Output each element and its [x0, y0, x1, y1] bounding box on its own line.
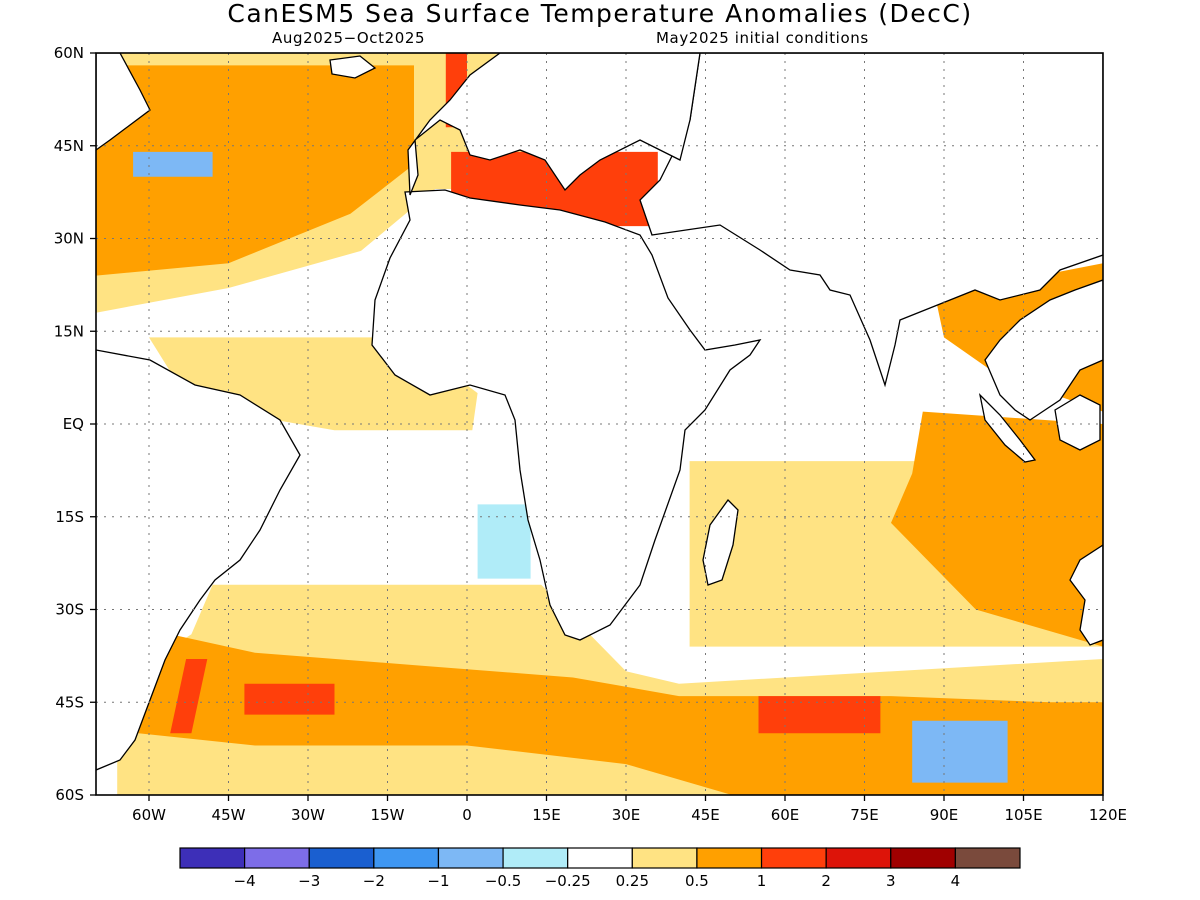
lon-label-60E: 60E	[771, 806, 800, 824]
colorbar-label-9: 2	[821, 872, 831, 890]
colorbar-label-1: −3	[298, 872, 320, 890]
lon-label-30E: 30E	[612, 806, 641, 824]
lon-label-0: 0	[462, 806, 472, 824]
colorbar-swatch-3	[373, 847, 440, 869]
lon-label-45E: 45E	[691, 806, 720, 824]
indochina-land	[984, 279, 1103, 421]
madagascar-land	[702, 498, 739, 586]
lat-label-45S: 45S	[55, 693, 84, 711]
lon-label-90E: 90E	[930, 806, 959, 824]
colorbar-label-3: −1	[427, 872, 449, 890]
colorbar-swatch-5	[502, 847, 569, 869]
lat-label-15N: 15N	[54, 322, 84, 340]
colorbar-label-4: −0.5	[485, 872, 521, 890]
lon-label-120E: 120E	[1089, 806, 1127, 824]
anomaly-region-12	[477, 504, 531, 579]
colorbar-swatch-12	[954, 847, 1021, 869]
colorbar-swatch-8	[696, 847, 763, 869]
africa-land	[371, 189, 762, 641]
lon-label-60W: 60W	[132, 806, 166, 824]
europe-land	[407, 53, 701, 196]
colorbar-label-10: 3	[886, 872, 896, 890]
valid-period: Aug2025−Oct2025	[272, 29, 426, 47]
lat-label-30N: 30N	[54, 230, 84, 248]
anomaly-region-8	[758, 696, 881, 734]
colorbar-swatch-11	[890, 847, 956, 869]
land-mask	[96, 53, 1103, 771]
colorbar-label-11: 4	[951, 872, 961, 890]
lon-label-15E: 15E	[532, 806, 561, 824]
sumatra-land	[978, 393, 1037, 463]
lat-label-30S: 30S	[55, 601, 84, 619]
anomaly-region-1	[96, 65, 414, 276]
anomaly-region-5	[138, 634, 1103, 795]
lon-label-105E: 105E	[1004, 806, 1042, 824]
colorbar-swatch-9	[760, 847, 827, 869]
lat-label-EQ: EQ	[63, 415, 84, 433]
iceland-land	[329, 55, 377, 79]
colorbar-swatch-10	[825, 847, 892, 869]
colorbar-swatch-7	[631, 847, 698, 869]
longitude-labels: 60W 45W 30W 15W 0 15E 30E 45E 60E 75E 90E 105E 120E	[132, 795, 1127, 824]
lon-label-30W: 30W	[291, 806, 325, 824]
colorbar-label-5: −0.25	[545, 872, 591, 890]
lat-label-15S: 15S	[55, 508, 84, 526]
colorbar-label-7: 0.5	[685, 872, 709, 890]
colorbar-label-8: 1	[757, 872, 767, 890]
south-america-land	[96, 349, 301, 771]
anomaly-region-6	[170, 659, 208, 734]
initial-conditions: May2025 initial conditions	[656, 29, 869, 47]
colorbar-swatch-2	[308, 847, 375, 869]
anomaly-region-14	[912, 720, 1008, 783]
australia-land	[1069, 544, 1103, 646]
colorbar-swatch-0	[179, 847, 246, 869]
borneo-land	[1054, 394, 1101, 451]
latitude-labels: 60N 45N 30N 15N EQ 15S 30S 45S 60S	[54, 44, 96, 804]
anomaly-region-13	[133, 151, 213, 177]
colorbar-label-6: 0.25	[616, 872, 649, 890]
colorbar-swatch-4	[437, 847, 504, 869]
lon-label-75E: 75E	[850, 806, 879, 824]
anomaly-region-7	[244, 683, 335, 715]
lat-label-45N: 45N	[54, 137, 84, 155]
lon-label-15W: 15W	[371, 806, 405, 824]
lat-label-60S: 60S	[55, 786, 84, 804]
colorbar-swatch-1	[244, 847, 310, 869]
lat-label-60N: 60N	[54, 44, 84, 62]
north-america-land	[96, 53, 151, 151]
chart-title: CanESM5 Sea Surface Temperature Anomalie…	[227, 0, 973, 28]
lon-label-45W: 45W	[212, 806, 246, 824]
colorbar-label-2: −2	[363, 872, 385, 890]
colorbar: −4 −3 −2 −1 −0.5 −0.25 0.25 0.5 1 2 3 4	[179, 847, 1021, 890]
colorbar-label-0: −4	[234, 872, 256, 890]
colorbar-swatch-6	[567, 847, 633, 869]
